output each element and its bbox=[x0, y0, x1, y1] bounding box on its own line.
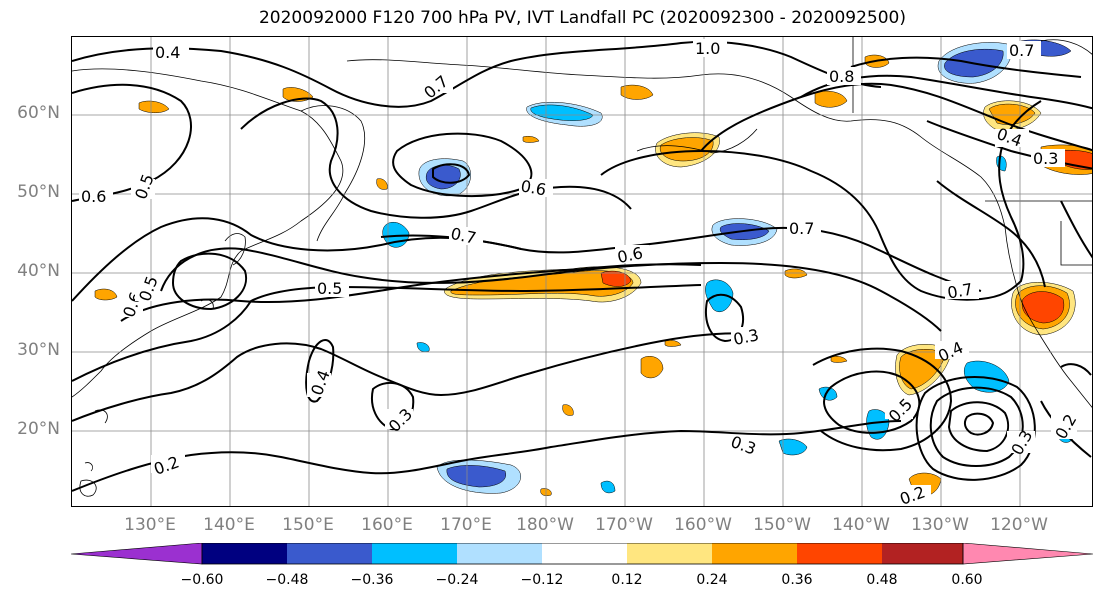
colorbar-tick: −0.12 bbox=[520, 572, 564, 588]
coastlines bbox=[72, 37, 1092, 497]
contour-label: 0.6 bbox=[81, 187, 106, 206]
lat-label-60n: 60°N bbox=[17, 103, 60, 123]
lon-label-140e: 140°E bbox=[203, 515, 255, 535]
lat-label-30n: 30°N bbox=[17, 340, 60, 360]
lon-label-130w: 130°W bbox=[911, 515, 969, 535]
ivt-contours bbox=[72, 40, 1092, 492]
contour-label: 0.7 bbox=[1009, 41, 1034, 60]
colorbar-tick: 0.12 bbox=[611, 572, 643, 588]
colorbar-swatch bbox=[287, 543, 372, 564]
contour-label: 0.6 bbox=[519, 176, 547, 199]
lon-label-140w: 140°W bbox=[832, 515, 890, 535]
colorbar-tick: 0.24 bbox=[696, 572, 728, 588]
colorbar-swatch bbox=[627, 543, 712, 564]
contour-label: 0.3 bbox=[1033, 149, 1058, 168]
lon-label-120w: 120°W bbox=[990, 515, 1048, 535]
lat-label-40n: 40°N bbox=[17, 261, 60, 281]
contour-label: 0.7 bbox=[946, 279, 974, 302]
map-canvas: 0.4 0.7 1.0 0.8 0.7 0.6 0.6 0.5 0.6 0.7 … bbox=[72, 37, 1092, 507]
contour-label: 0.6 bbox=[616, 243, 645, 267]
colorbar-swatch bbox=[457, 543, 542, 564]
colorbar-swatch bbox=[712, 543, 797, 564]
lon-label-170w: 170°W bbox=[595, 515, 653, 535]
colorbar-tick: 0.36 bbox=[781, 572, 813, 588]
colorbar-tick: 0.48 bbox=[866, 572, 898, 588]
shaded-anomalies bbox=[94, 39, 1092, 497]
colorbar-swatch bbox=[542, 543, 627, 564]
contour-label: 0.8 bbox=[829, 67, 854, 86]
lat-label-20n: 20°N bbox=[17, 419, 60, 439]
contour-label: 1.0 bbox=[695, 39, 720, 58]
colorbar-swatch bbox=[202, 543, 287, 564]
contour-label: 0.3 bbox=[732, 325, 761, 349]
contour-label: 0.5 bbox=[135, 273, 162, 303]
colorbar-swatch bbox=[797, 543, 882, 564]
colorbar-swatch bbox=[882, 543, 963, 564]
map-panel[interactable]: 0.4 0.7 1.0 0.8 0.7 0.6 0.6 0.5 0.6 0.7 … bbox=[71, 36, 1093, 507]
colorbar-swatch bbox=[372, 543, 457, 564]
contour-label: 0.2 bbox=[897, 482, 927, 507]
contour-label: 0.5 bbox=[317, 279, 342, 298]
lon-label-150e: 150°E bbox=[282, 515, 334, 535]
contour-label: 0.7 bbox=[789, 219, 814, 238]
colorbar-tick: −0.60 bbox=[180, 572, 224, 588]
lon-label-150w: 150°W bbox=[753, 515, 811, 535]
contour-label: 0.4 bbox=[155, 43, 180, 62]
colorbar-extend-low bbox=[71, 543, 203, 565]
map-title: 2020092000 F120 700 hPa PV, IVT Landfall… bbox=[258, 8, 906, 28]
colorbar-tick: −0.48 bbox=[265, 572, 309, 588]
lon-label-160w: 160°W bbox=[674, 515, 732, 535]
colorbar-tick: 0.60 bbox=[951, 572, 983, 588]
lon-label-130e: 130°E bbox=[124, 515, 176, 535]
lon-label-160e: 160°E bbox=[361, 515, 413, 535]
colorbar bbox=[71, 543, 1093, 565]
contour-label: 0.7 bbox=[449, 224, 478, 248]
lat-label-50n: 50°N bbox=[17, 182, 60, 202]
colorbar-extend-high bbox=[962, 543, 1093, 565]
lon-label-170e: 170°E bbox=[440, 515, 492, 535]
lon-label-180w: 180°W bbox=[516, 515, 574, 535]
colorbar-tick: −0.36 bbox=[350, 572, 394, 588]
colorbar-tick: −0.24 bbox=[435, 572, 479, 588]
